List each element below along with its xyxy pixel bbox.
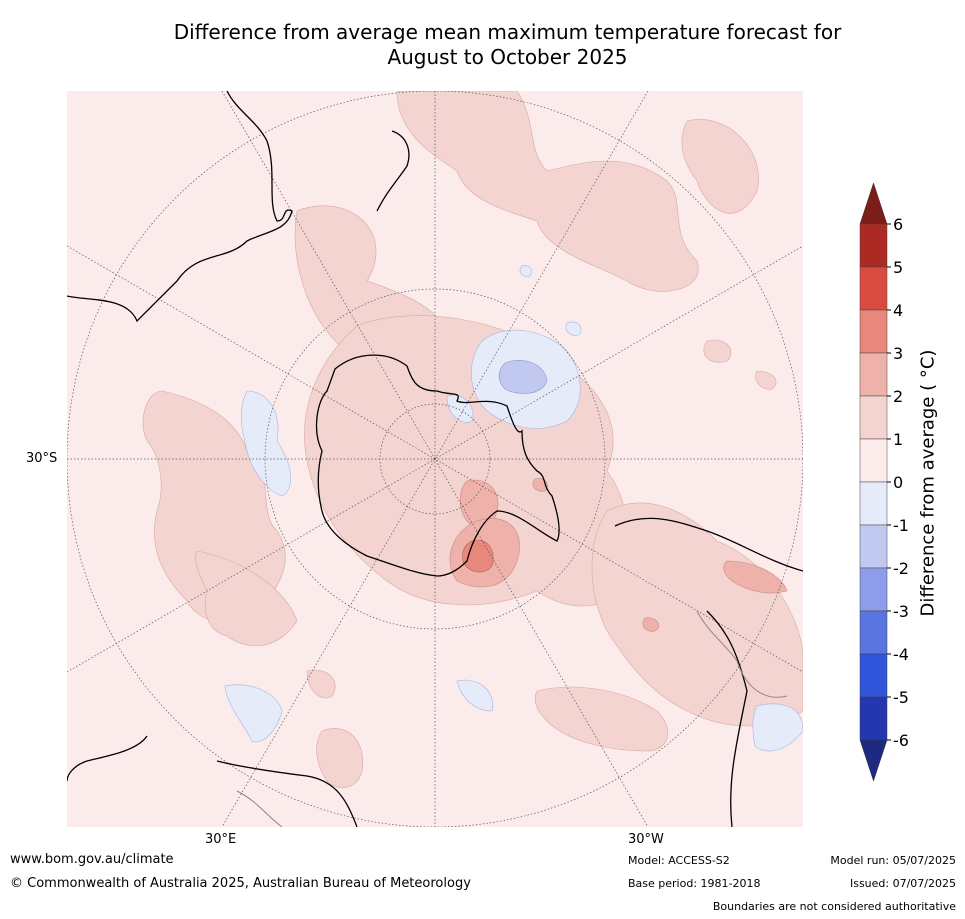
- colorbar-level-label: -2: [893, 559, 909, 578]
- lat-label-30s: 30°S: [26, 451, 58, 466]
- copyright-text: © Commonwealth of Australia 2025, Austra…: [10, 876, 471, 891]
- graticule: [67, 91, 803, 827]
- issued-date: Issued: 07/07/2025: [849, 877, 956, 890]
- lon-label-30e: 30°E: [205, 832, 237, 847]
- africa-coast: [216, 760, 358, 827]
- colorbar-box: [859, 352, 888, 397]
- colorbar: 6 5 4 3 2 1 0 -1 -2 -3 -4 -5 -6: [859, 182, 909, 782]
- colorbar-labels: 6 5 4 3 2 1 0 -1 -2 -3 -4 -5 -6: [887, 215, 909, 750]
- colorbar-level-label: 4: [893, 301, 903, 320]
- colorbar-box: [859, 223, 888, 268]
- colorbar-box: [859, 309, 888, 354]
- colorbar-title: Difference from average ( °C): [917, 349, 939, 617]
- colorbar-extend-bottom: [859, 739, 888, 782]
- colorbar-level-label: -5: [893, 688, 909, 707]
- south-america-coast: [614, 517, 803, 572]
- map-title-line1: Difference from average mean maximum tem…: [173, 20, 842, 44]
- land-boundaries: [236, 610, 788, 827]
- colorbar-level-label: 3: [893, 344, 903, 363]
- madagascar-coast: [67, 735, 148, 782]
- colorbar-level-label: -6: [893, 731, 909, 750]
- lon-label-30w: 30°W: [628, 832, 664, 847]
- colorbar-box: [859, 653, 888, 698]
- colorbar-box: [859, 610, 888, 655]
- colorbar-level-label: 0: [893, 473, 903, 492]
- australia-coast: [67, 91, 293, 323]
- model-run-date: Model run: 05/07/2025: [830, 854, 956, 867]
- coastlines: [67, 91, 803, 827]
- colorbar-box: [859, 438, 888, 483]
- colorbar-level-label: 6: [893, 215, 903, 234]
- anomaly-1-2-regions: [142, 91, 803, 788]
- colorbar-level-label: 1: [893, 430, 903, 449]
- colorbar-extend-top: [859, 182, 888, 225]
- map-title: Difference from average mean maximum tem…: [60, 20, 955, 70]
- southern-hemisphere-map: [67, 91, 803, 827]
- new-zealand-coast: [376, 130, 410, 212]
- colorbar-box: [859, 524, 888, 569]
- colorbar-box: [859, 481, 888, 526]
- colorbar-level-label: -3: [893, 602, 909, 621]
- south-america-coast-2: [706, 610, 748, 827]
- colorbar-box: [859, 266, 888, 311]
- anomaly-2-3-regions: [449, 478, 788, 632]
- colorbar-level-label: 2: [893, 387, 903, 406]
- antarctica-coast: [315, 354, 560, 577]
- website-link[interactable]: www.bom.gov.au/climate: [10, 852, 174, 867]
- colorbar-level-label: 5: [893, 258, 903, 277]
- colorbar-box: [859, 395, 888, 440]
- map-title-line2: August to October 2025: [387, 45, 628, 69]
- colorbar-level-label: -1: [893, 516, 909, 535]
- colorbar-boxes: [859, 182, 888, 782]
- colorbar-box: [859, 696, 888, 741]
- anomaly-neg2-neg1-regions: [498, 360, 548, 394]
- model-name: Model: ACCESS-S2: [628, 854, 730, 867]
- boundaries-disclaimer: Boundaries are not considered authoritat…: [712, 900, 956, 913]
- colorbar-level-label: -4: [893, 645, 909, 664]
- anomaly-3-4-regions: [462, 539, 494, 573]
- colorbar-box: [859, 567, 888, 612]
- base-period: Base period: 1981-2018: [628, 877, 761, 890]
